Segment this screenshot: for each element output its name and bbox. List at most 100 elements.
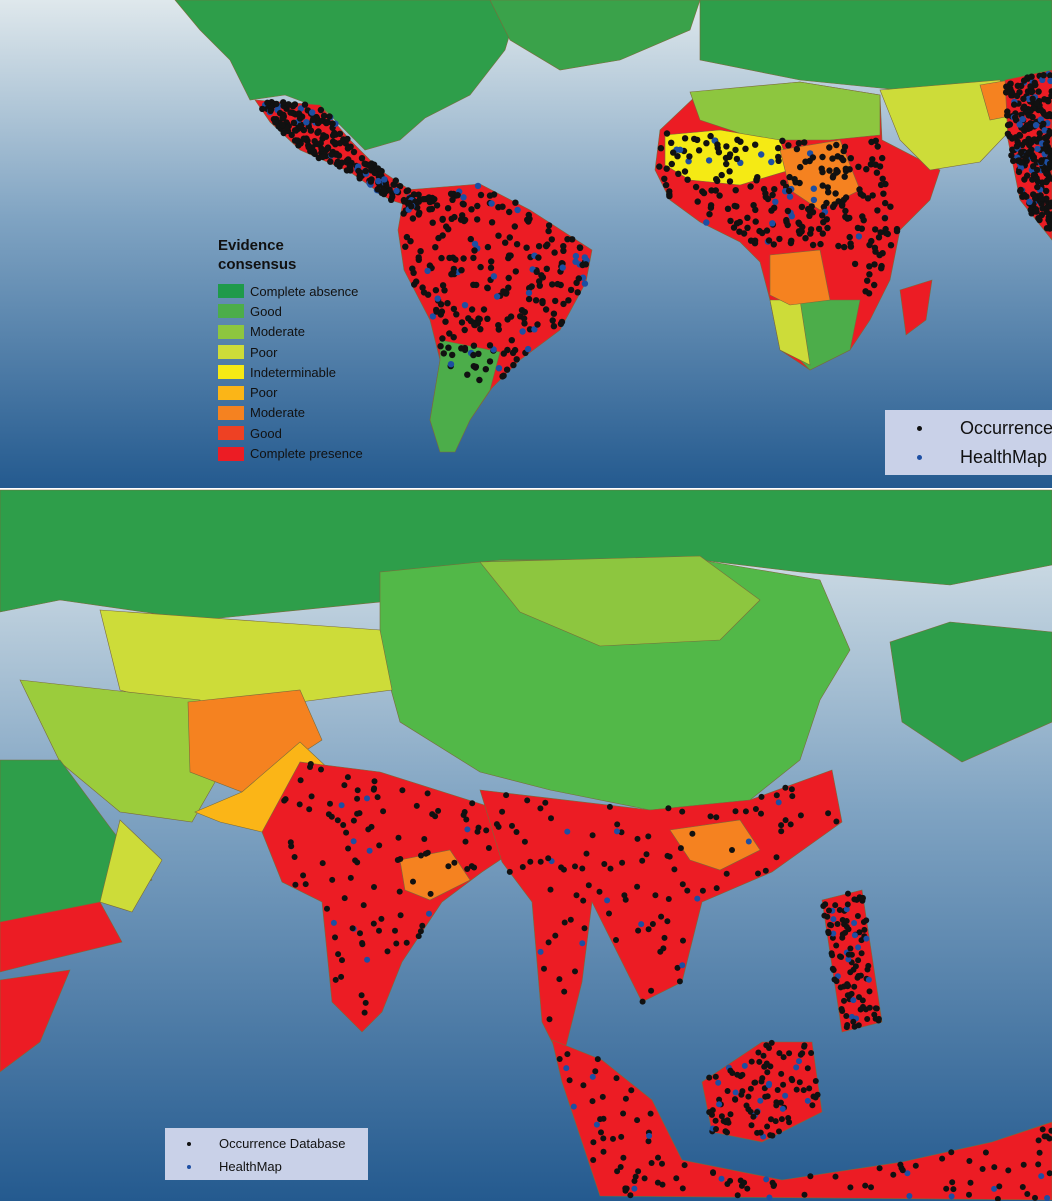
occurrence-dot [789,793,796,800]
occurrence-dot [784,221,791,229]
occurrence-dot [871,261,878,268]
occurrence-dot [358,155,366,162]
legend-label: Moderate [250,324,305,340]
occurrence-dot [617,1164,624,1170]
occurrence-dot [506,208,513,216]
occurrence-dot [726,168,733,175]
occurrence-dot [590,1139,597,1146]
occurrence-dot [471,247,478,254]
occurrence-dot [400,210,407,217]
occurrence-dot [912,1162,919,1169]
occurrence-dot [614,821,621,828]
occurrence-dot [428,205,436,213]
occurrence-dot [332,976,339,983]
occurrence-dot [1025,112,1032,119]
occurrence-dot [1014,138,1021,145]
occurrence-dot [618,829,625,836]
occurrence-dot [856,994,862,1001]
occurrence-dot [739,1071,746,1078]
occurrence-dot [873,169,881,176]
occurrence-dot [1010,157,1017,164]
occurrence-dot [537,948,544,955]
occurrence-dot [1017,187,1024,194]
occurrence-dot [796,1058,802,1065]
occurrence-dot [462,838,469,845]
occurrence-dot [780,1081,787,1088]
occurrence-dot [1015,168,1023,176]
occurrence-dot [744,1185,751,1192]
occurrence-dot [1002,89,1010,96]
occurrence-dot [471,321,479,329]
occurrence-dot [661,175,668,182]
occurrence-dot [319,153,326,161]
occurrence-dot [855,957,862,964]
occurrence-dot [495,823,502,830]
occurrence-dot [865,976,872,983]
occurrence-dot [854,913,861,919]
occurrence-dot [309,116,317,124]
occurrence-dot [364,795,370,802]
occurrence-dot [1047,153,1052,161]
occurrence-dot [646,1132,653,1139]
occurrence-dot [1029,95,1036,103]
occurrence-dot [371,785,378,792]
occurrence-dot [876,1165,883,1172]
occurrence-dot [800,1087,807,1094]
occurrence-dot [536,278,543,285]
occurrence-dot [830,916,837,923]
occurrence-dot [769,191,776,199]
occurrence-dot [471,864,478,871]
occurrence-dot [401,197,408,205]
occurrence-dot [510,361,517,369]
occurrence-dot [645,926,652,933]
occurrence-dot [1030,191,1037,198]
occurrence-dot [727,1067,734,1074]
occurrence-dot [858,950,865,957]
occurrence-dot [381,176,388,183]
occurrence-dot [580,1082,587,1089]
occurrence-dot [715,149,723,156]
legend-item: Indeterminable [218,362,388,382]
occurrence-dot [488,219,496,226]
occurrence-dot [469,800,476,807]
occurrence-dot [422,850,429,857]
occurrence-dot [341,782,348,789]
occurrence-dot [318,766,324,773]
occurrence-dot [535,254,542,261]
occurrence-dot [564,1051,571,1058]
occurrence-dot [614,1168,621,1175]
occurrence-dot [525,211,532,219]
occurrence-dot [782,784,789,791]
legend-item: Good [218,423,388,443]
occurrence-dot [655,1154,661,1161]
occurrence-dot [810,185,817,192]
occurrence-dot [403,233,411,241]
occurrence-dot [950,1186,957,1193]
occurrence-dot [449,196,456,203]
occurrence-dot [647,1110,654,1117]
occurrence-dot [1028,88,1035,96]
occurrence-dot [866,241,873,249]
occurrence-dot [788,786,795,793]
legend: Evidence consensus Complete absence Good M… [218,236,388,464]
occurrence-dot [726,153,733,161]
occurrence-dot [877,181,885,189]
occurrence-dot [674,153,681,160]
occurrence-dot [291,127,299,134]
occurrence-dot [799,1050,806,1057]
occurrence-dot [826,144,833,151]
occurrence-dot [841,173,848,180]
occurrence-dot [538,272,545,279]
occurrence-dot [303,119,310,126]
occurrence-dot [712,1117,719,1124]
occurrence-dot [782,1092,789,1099]
occurrence-dot [677,845,684,852]
occurrence-dot [762,1093,769,1100]
occurrence-dot [300,126,307,134]
occurrence-dot [824,224,831,232]
occurrence-dot [512,199,519,206]
occurrence-dot [851,983,858,990]
occurrence-dot [1027,206,1034,214]
occurrence-dot [797,228,805,235]
occurrence-dot [329,120,336,127]
